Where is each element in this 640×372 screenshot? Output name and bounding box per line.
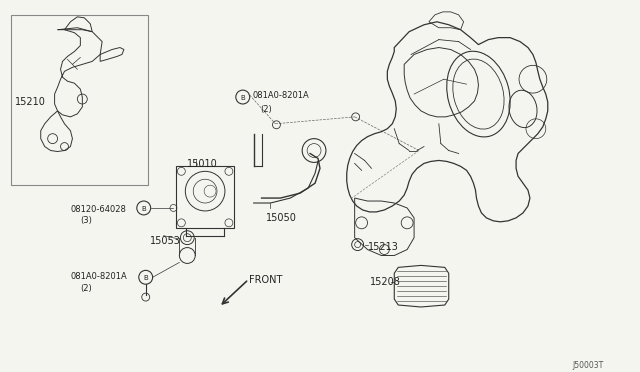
Text: (2): (2) (260, 105, 273, 114)
Text: 081A0-8201A: 081A0-8201A (70, 272, 127, 281)
Text: FRONT: FRONT (249, 275, 282, 285)
Text: 081A0-8201A: 081A0-8201A (253, 91, 309, 100)
Text: 15010: 15010 (188, 160, 218, 169)
Text: 15050: 15050 (266, 213, 296, 223)
Text: (3): (3) (81, 216, 92, 225)
Text: 15208: 15208 (369, 277, 401, 287)
Text: (2): (2) (81, 284, 92, 293)
Bar (11, 15, 148, 185)
Text: B: B (141, 206, 146, 212)
Text: 15213: 15213 (367, 242, 399, 251)
Text: 15053: 15053 (150, 236, 180, 246)
Text: 15210: 15210 (15, 97, 46, 107)
Text: B: B (241, 95, 245, 101)
Text: 08120-64028: 08120-64028 (70, 205, 126, 214)
Text: J50003T: J50003T (573, 362, 604, 371)
Text: B: B (143, 275, 148, 281)
